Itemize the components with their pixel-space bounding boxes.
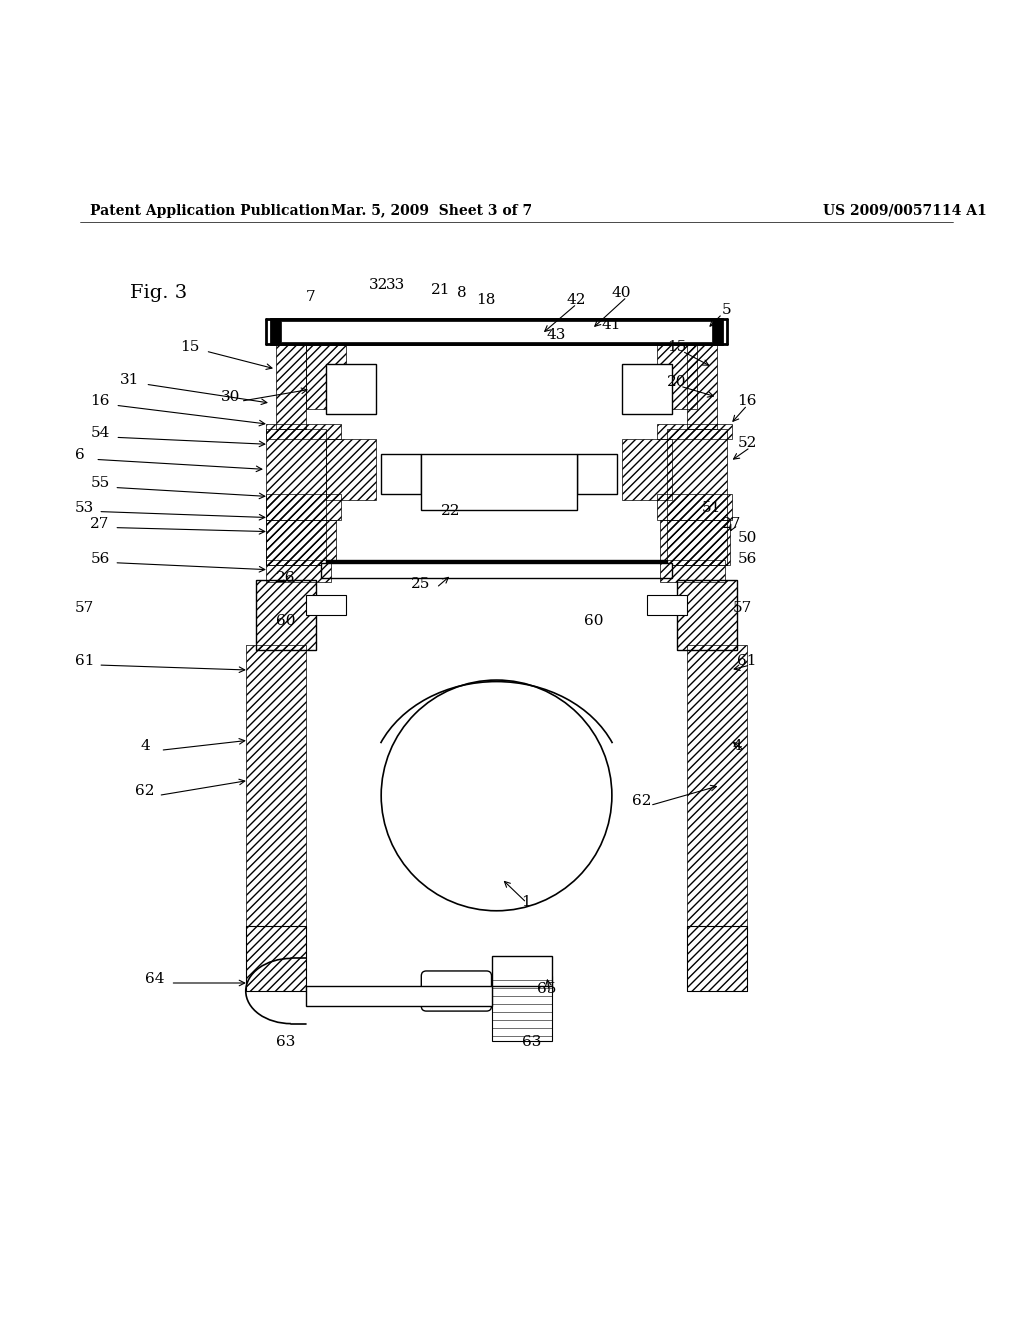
Bar [266, 520, 336, 565]
Text: 27: 27 [722, 516, 741, 531]
Bar [687, 645, 748, 925]
Bar [577, 454, 616, 495]
Text: Fig. 3: Fig. 3 [130, 284, 187, 302]
Bar [492, 975, 552, 1041]
Text: 43: 43 [547, 327, 566, 342]
Text: Patent Application Publication: Patent Application Publication [90, 203, 330, 218]
Bar [657, 345, 697, 409]
Text: 15: 15 [667, 341, 686, 354]
Bar [381, 454, 421, 495]
Text: 65: 65 [537, 982, 556, 997]
Text: 57: 57 [75, 601, 94, 615]
Text: 42: 42 [566, 293, 587, 308]
Text: 41: 41 [602, 318, 622, 331]
Bar [657, 495, 732, 520]
Text: 64: 64 [145, 972, 165, 986]
Text: 61: 61 [737, 653, 757, 668]
Bar [266, 424, 341, 440]
Text: 53: 53 [75, 500, 94, 515]
Bar [326, 560, 667, 565]
Text: 30: 30 [221, 391, 240, 404]
Bar [321, 562, 672, 578]
Text: 18: 18 [476, 293, 496, 308]
Bar [266, 560, 331, 582]
Bar [492, 956, 552, 986]
Text: 4: 4 [732, 739, 742, 754]
Bar [256, 579, 316, 649]
Bar [647, 595, 687, 615]
Text: 22: 22 [441, 503, 461, 517]
Text: 40: 40 [612, 286, 632, 300]
Text: 60: 60 [275, 614, 295, 628]
Bar [281, 321, 713, 342]
Text: 25: 25 [412, 577, 431, 591]
Text: 54: 54 [90, 426, 110, 441]
Text: 56: 56 [737, 552, 757, 566]
Bar [266, 429, 326, 565]
Bar [677, 579, 737, 649]
Text: 31: 31 [121, 374, 139, 387]
Bar [657, 424, 732, 440]
Text: 4: 4 [140, 739, 151, 754]
Bar [667, 429, 727, 565]
Bar [687, 925, 748, 991]
Bar [246, 925, 306, 991]
Text: 51: 51 [702, 500, 722, 515]
Bar [306, 345, 346, 409]
Text: 62: 62 [135, 784, 155, 799]
Text: 15: 15 [180, 341, 200, 354]
Text: 26: 26 [275, 570, 295, 585]
Text: 6: 6 [75, 449, 85, 462]
Bar [246, 645, 306, 925]
Bar [622, 364, 672, 414]
Bar [687, 925, 748, 991]
Text: 20: 20 [667, 375, 686, 389]
Bar [677, 579, 737, 649]
Text: 50: 50 [737, 531, 757, 545]
Circle shape [381, 680, 612, 911]
Text: 60: 60 [584, 614, 603, 628]
Text: 56: 56 [90, 552, 110, 566]
Text: Mar. 5, 2009  Sheet 3 of 7: Mar. 5, 2009 Sheet 3 of 7 [331, 203, 531, 218]
Text: 57: 57 [732, 601, 752, 615]
Text: 61: 61 [75, 653, 95, 668]
Text: 32: 32 [369, 277, 388, 292]
Bar [421, 454, 577, 510]
Text: 63: 63 [521, 1035, 541, 1049]
Text: 21: 21 [431, 282, 451, 297]
Bar [275, 345, 306, 429]
Text: 16: 16 [90, 395, 110, 408]
Bar [326, 364, 376, 414]
Bar [306, 986, 492, 1006]
Bar [256, 579, 316, 649]
Text: 63: 63 [275, 1035, 295, 1049]
Text: 55: 55 [90, 477, 110, 491]
Bar [246, 925, 306, 991]
Bar [270, 319, 722, 345]
Text: 16: 16 [737, 395, 757, 408]
Text: US 2009/0057114 A1: US 2009/0057114 A1 [822, 203, 986, 218]
Text: 52: 52 [737, 437, 757, 450]
Text: 1: 1 [521, 895, 531, 908]
Text: 8: 8 [458, 286, 467, 300]
Text: 5: 5 [722, 302, 732, 317]
Text: 7: 7 [306, 290, 315, 304]
Text: 33: 33 [386, 277, 406, 292]
Bar [622, 440, 672, 499]
Bar [306, 595, 346, 615]
Bar [660, 520, 730, 565]
Text: 62: 62 [632, 795, 651, 808]
FancyBboxPatch shape [421, 972, 492, 1011]
Bar [687, 345, 717, 429]
Bar [266, 495, 341, 520]
Bar [660, 560, 725, 582]
Text: 27: 27 [90, 516, 110, 531]
Bar [326, 440, 376, 499]
